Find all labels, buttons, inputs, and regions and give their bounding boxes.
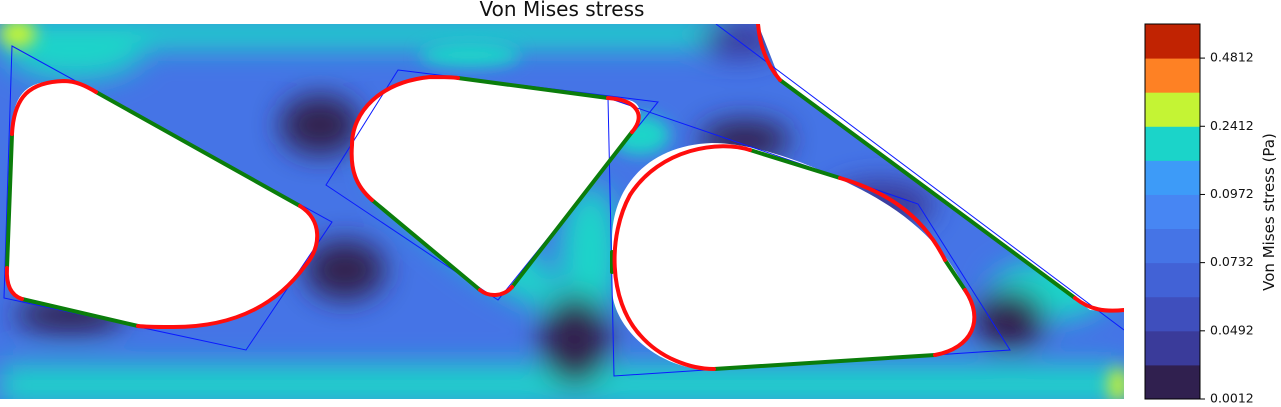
arc-mid-bottom — [478, 285, 514, 297]
hole-right — [612, 143, 974, 370]
colorbar-level — [1145, 262, 1200, 298]
colorbar-tick-label: 0.0732 — [1210, 254, 1254, 269]
arc-left-right — [136, 204, 320, 330]
stress-blob-peak-2 — [1108, 367, 1124, 399]
edge-upper-right — [778, 78, 1077, 300]
colorbar-level — [1145, 296, 1200, 332]
colorbar-tick-label: 0.0492 — [1210, 322, 1254, 337]
stress-blob-peak-1 — [0, 24, 36, 48]
colorbar-level — [1145, 364, 1200, 400]
colorbar-level — [1145, 228, 1200, 264]
arc-upper-right-bottom — [1073, 296, 1124, 313]
edge-right-slope — [943, 258, 967, 292]
polygon-upper-right — [715, 24, 1124, 331]
colorbar-level — [1145, 160, 1200, 195]
stress-blob-dark-3 — [540, 295, 610, 385]
arc-left-bottom — [4, 266, 24, 301]
stress-blob-dark-2 — [305, 240, 385, 300]
colorbar-tick-label: 0.4812 — [1210, 50, 1254, 65]
colorbar-frame — [1144, 23, 1201, 400]
edge-right-bottom — [712, 353, 937, 371]
stress-blob-dark-5 — [975, 290, 1045, 350]
plot-area — [0, 24, 1124, 399]
edge-mid-diag — [370, 198, 482, 292]
edge-left-diag — [94, 90, 302, 208]
void-upper-right — [758, 24, 1124, 312]
colorbar-ticks: 0.0012 0.0492 0.0732 0.0972 0.2412 0.4812 — [1200, 50, 1254, 406]
stress-blob-cyan-topleft — [5, 24, 145, 80]
hole-middle — [351, 77, 641, 295]
arc-upper-right-top — [756, 24, 782, 82]
arc-right-left — [612, 144, 752, 371]
hole-left — [6, 80, 317, 328]
arc-mid-left — [349, 74, 460, 202]
colorbar-level — [1145, 24, 1200, 59]
stress-blob-mid-2 — [420, 43, 520, 67]
edge-lines — [5, 76, 1077, 371]
arc-left-top — [10, 78, 98, 136]
colorbar-label: Von Mises stress (Pa) — [1260, 133, 1278, 291]
colorbar-level — [1145, 92, 1200, 127]
edge-left-vert — [5, 132, 14, 270]
colorbar-level — [1145, 330, 1200, 366]
colorbar-level — [1145, 126, 1200, 161]
colorbar — [1144, 23, 1201, 400]
colorbar-tick-label: 0.0012 — [1210, 391, 1254, 406]
arc-mid-right — [606, 96, 641, 134]
edge-left-bottom — [20, 297, 140, 328]
colorbar-tick-label: 0.2412 — [1210, 118, 1254, 133]
stress-blob-cyan-mid — [560, 185, 620, 325]
arc-lines — [4, 24, 1124, 371]
chart-title: Von Mises stress — [480, 0, 645, 21]
arc-right-bottom — [933, 288, 977, 357]
edge-mid-top — [456, 76, 610, 100]
edge-right-top — [748, 148, 842, 180]
stress-blob-dark-1 — [280, 95, 360, 155]
colorbar-tick-label: 0.0972 — [1210, 186, 1254, 201]
edge-mid-right — [510, 130, 634, 289]
arc-right-right — [838, 176, 947, 262]
colorbar-level — [1145, 194, 1200, 230]
colorbar-level — [1145, 58, 1200, 93]
